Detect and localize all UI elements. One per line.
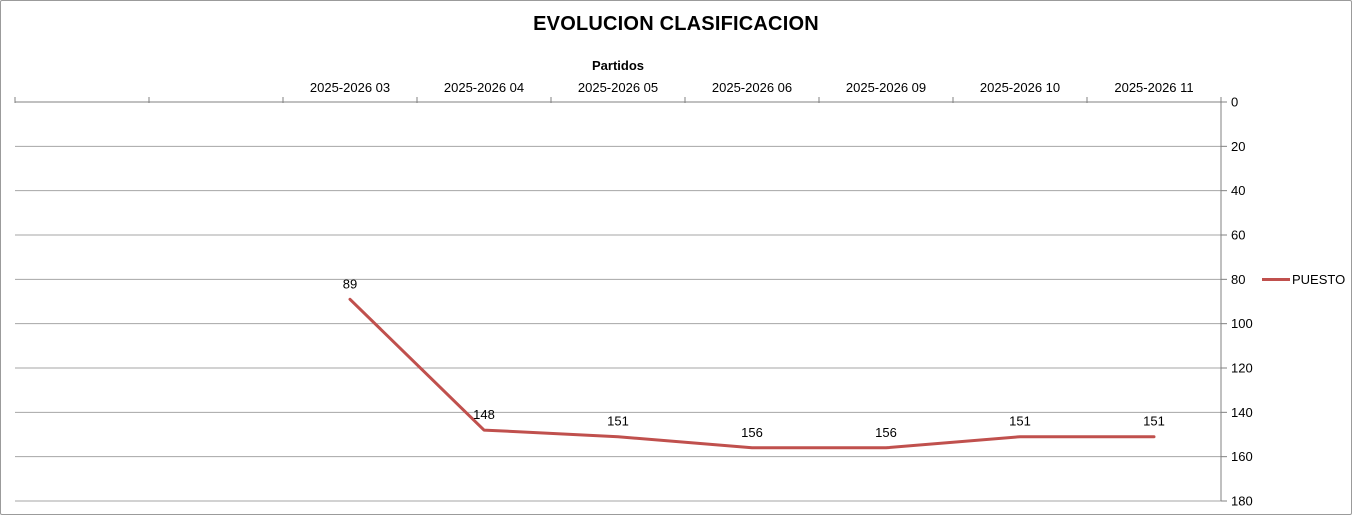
y-tick-label: 100: [1231, 316, 1253, 331]
series-line-puesto: [348, 297, 1156, 450]
y-tick-label: 0: [1231, 95, 1238, 110]
y-tick-label: 60: [1231, 228, 1245, 243]
x-axis-title: Partidos: [591, 58, 644, 73]
x-category-label: 2025-2026 06: [712, 80, 792, 95]
x-category-label: 2025-2026 10: [980, 80, 1060, 95]
data-label: 151: [1009, 414, 1031, 429]
y-tick-label: 120: [1231, 361, 1253, 376]
y-tick-label: 20: [1231, 139, 1245, 154]
y-tick-label: 160: [1231, 449, 1253, 464]
data-label: 151: [1143, 414, 1165, 429]
x-category-label: 2025-2026 04: [444, 80, 524, 95]
data-label: 156: [875, 425, 897, 440]
x-category-label: 2025-2026 03: [310, 80, 390, 95]
legend: PUESTO: [1262, 272, 1345, 287]
data-label: 148: [473, 407, 495, 422]
y-tick-label: 180: [1231, 494, 1253, 509]
x-category-label: 2025-2026 05: [578, 80, 658, 95]
data-label: 156: [741, 425, 763, 440]
legend-label: PUESTO: [1292, 272, 1346, 287]
data-label: 151: [607, 414, 629, 429]
y-tick-label: 140: [1231, 405, 1253, 420]
x-category-label: 2025-2026 09: [846, 80, 926, 95]
legend-line-swatch: [1262, 278, 1290, 281]
data-label: 89: [343, 276, 357, 291]
y-tick-label: 80: [1231, 272, 1245, 287]
x-category-label: 2025-2026 11: [1114, 80, 1193, 95]
chart-title: EVOLUCION CLASIFICACION: [533, 13, 819, 35]
y-tick-label: 40: [1231, 183, 1245, 198]
